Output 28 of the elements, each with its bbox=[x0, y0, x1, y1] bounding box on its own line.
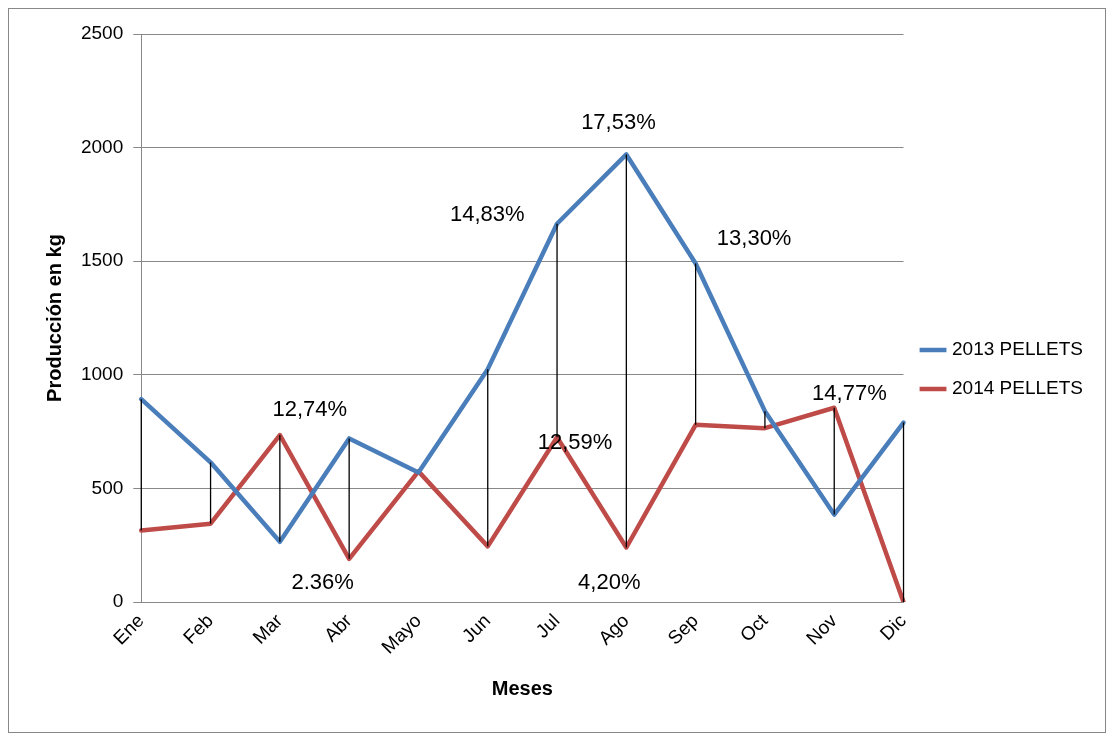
x-tick-label: Abr bbox=[319, 609, 357, 646]
y-tick-label: 1000 bbox=[80, 363, 124, 385]
x-tick-label: Nov bbox=[802, 609, 842, 649]
legend-label: 2014 PELLETS bbox=[952, 377, 1084, 399]
annotation: 14,77% bbox=[812, 379, 887, 405]
x-tick-label: Dic bbox=[875, 609, 911, 645]
x-axis-title: Meses bbox=[491, 676, 553, 699]
y-tick-label: 0 bbox=[112, 590, 124, 612]
annotation: 17,53% bbox=[581, 108, 656, 134]
annotation: 13,30% bbox=[716, 225, 792, 251]
x-tick-label: Ago bbox=[594, 609, 633, 649]
x-tick-label: Feb bbox=[179, 609, 218, 648]
legend-label: 2013 PELLETS bbox=[952, 338, 1084, 360]
x-tick-label: Mar bbox=[248, 609, 287, 648]
x-tick-label: Ene bbox=[109, 609, 148, 649]
x-tick-label: Jul bbox=[531, 609, 564, 642]
annotation: 14,83% bbox=[450, 201, 525, 227]
annotation: 4,20% bbox=[578, 569, 641, 595]
y-tick-label: 500 bbox=[91, 476, 124, 498]
y-tick-label: 1500 bbox=[80, 249, 124, 271]
y-tick-label: 2000 bbox=[80, 135, 124, 157]
y-tick-label: 2500 bbox=[80, 22, 124, 44]
annotation: 12,74% bbox=[272, 395, 348, 421]
annotation: 2.36% bbox=[291, 569, 354, 595]
x-tick-label: Sep bbox=[663, 609, 703, 649]
x-tick-label: Oct bbox=[735, 609, 772, 646]
y-axis-title: Producción en kg bbox=[42, 234, 65, 402]
x-tick-label: Jun bbox=[457, 609, 495, 647]
